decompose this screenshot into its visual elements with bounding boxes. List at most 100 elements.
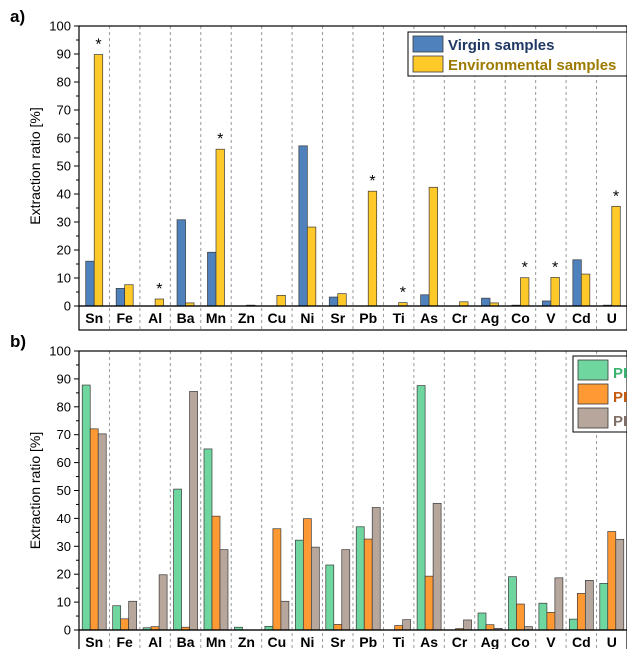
category-label: Mn	[206, 310, 226, 326]
y-tick-label: 60	[57, 455, 71, 470]
bar-pe-ni	[294, 539, 304, 631]
bar-pe-sn	[81, 384, 91, 631]
category-label: Fe	[116, 634, 133, 649]
category-label: Zn	[238, 310, 255, 326]
y-tick-label: 40	[57, 187, 71, 202]
significance-star: *	[613, 188, 619, 205]
bar-environmental-samples-as	[428, 186, 438, 307]
bar-virgin-samples-sn	[85, 260, 95, 307]
bar-pet-ba	[189, 391, 198, 631]
bar-pp-sr	[333, 624, 343, 631]
legend-label: Environmental samples	[448, 57, 616, 74]
bar-environmental-samples-pb	[367, 190, 378, 307]
panel-a: a) Extraction ratio [%] * * * * * * * * 0 10 20 30 40 5…	[10, 7, 627, 331]
y-tick-label: 10	[57, 271, 71, 286]
y-tick-label: 0	[64, 623, 71, 638]
category-label: Cr	[452, 310, 468, 326]
category-label: Ba	[177, 634, 195, 649]
category-label: Ni	[300, 310, 314, 326]
panel-b: b) Extraction ratio [%] 0 10 20 30 40 50 60 70 80 9…	[10, 332, 627, 649]
category-label: Al	[148, 310, 162, 326]
significance-star: *	[217, 131, 223, 148]
category-label: Ti	[393, 634, 405, 649]
category-label: Mn	[206, 634, 226, 649]
bar-environmental-samples-fe	[124, 284, 134, 307]
category-label: Pb	[359, 634, 377, 649]
category-label: Co	[511, 310, 530, 326]
legend-swatch	[577, 383, 609, 405]
legend-swatch	[412, 55, 444, 73]
bar-pp-mn	[211, 515, 221, 631]
bar-pet-cd	[584, 579, 594, 631]
category-label: Cu	[268, 634, 287, 649]
category-label: As	[420, 310, 438, 326]
category-label: Pb	[359, 310, 377, 326]
bar-pp-ag	[485, 624, 495, 631]
y-tick-label: 10	[57, 595, 71, 610]
bar-environmental-samples-u	[611, 205, 621, 307]
bar-pe-fe	[112, 605, 122, 631]
category-label: Cd	[572, 310, 591, 326]
legend-label: Virgin samples	[448, 37, 554, 54]
category-label: Co	[511, 634, 530, 649]
legend-label: PET	[613, 413, 627, 430]
bar-pet-ni	[310, 546, 320, 631]
bar-environmental-samples-cr	[459, 301, 469, 307]
bar-pet-fe	[128, 600, 138, 631]
y-axis-label: Extraction ratio [%]	[27, 432, 43, 550]
category-label: V	[546, 634, 556, 649]
y-tick-label: 80	[57, 75, 71, 90]
bar-pet-cr	[463, 619, 472, 631]
category-label: As	[420, 634, 438, 649]
category-label: Ni	[300, 634, 314, 649]
bar-pet-al	[158, 574, 168, 631]
category-label: Sn	[85, 310, 103, 326]
legend-label: PP	[613, 389, 627, 406]
significance-star: *	[552, 259, 558, 276]
bar-pe-u	[599, 583, 609, 631]
y-tick-label: 20	[57, 567, 71, 582]
bar-virgin-samples-fe	[115, 288, 126, 307]
category-band	[78, 629, 627, 649]
bar-pet-ti	[402, 619, 412, 631]
category-label: Ag	[481, 310, 500, 326]
bar-virgin-samples-ba	[176, 219, 186, 307]
bar-pet-pb	[371, 507, 381, 631]
y-tick-label: 30	[57, 215, 71, 230]
bar-pp-cu	[272, 528, 282, 631]
bar-virgin-samples-as	[420, 294, 430, 307]
bar-pet-u	[615, 538, 625, 631]
bar-environmental-samples-mn	[215, 148, 225, 307]
legend-swatch	[577, 407, 609, 429]
y-tick-label: 0	[64, 299, 71, 314]
category-label: Ag	[481, 634, 500, 649]
category-label: Sr	[330, 634, 345, 649]
y-axis-label: Extraction ratio [%]	[27, 107, 43, 225]
category-label: V	[546, 310, 556, 326]
y-tick-label: 50	[57, 483, 71, 498]
bar-environmental-samples-cu	[276, 295, 286, 307]
significance-star: *	[522, 260, 528, 277]
bar-pp-u	[607, 531, 617, 631]
bar-pe-mn	[203, 448, 213, 631]
bar-virgin-samples-ag	[481, 297, 491, 307]
bar-pp-ti	[394, 625, 404, 631]
bar-pp-sn	[89, 428, 99, 631]
y-tick-label: 80	[57, 399, 71, 414]
category-label: Sn	[85, 634, 103, 649]
bar-virgin-samples-sr	[328, 296, 339, 307]
category-label: Ba	[177, 310, 195, 326]
category-label: Al	[148, 634, 162, 649]
bar-virgin-samples-v	[542, 300, 552, 307]
bar-pet-sn	[97, 433, 107, 631]
bar-pp-cd	[576, 593, 586, 631]
bar-pp-v	[546, 612, 556, 631]
panel-label: b)	[10, 332, 26, 351]
bar-pet-cu	[280, 600, 290, 631]
category-label: Cr	[452, 634, 468, 649]
y-tick-label: 70	[57, 427, 71, 442]
bar-environmental-samples-v	[550, 277, 560, 307]
bar-environmental-samples-cd	[580, 273, 591, 307]
bar-pp-co	[516, 603, 525, 631]
